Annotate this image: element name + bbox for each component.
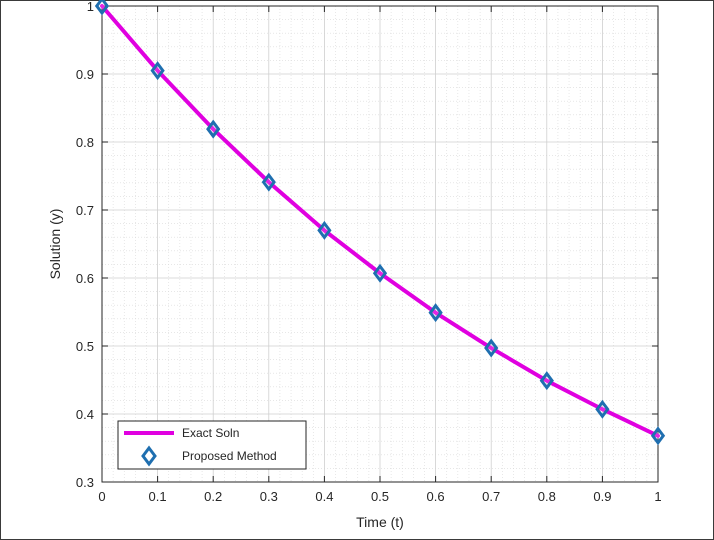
x-tick-label: 1 (654, 489, 661, 504)
legend-label-proposed: Proposed Method (182, 449, 277, 463)
y-axis-label: Solution (y) (47, 209, 63, 280)
series-lines (100, 4, 660, 438)
data-point-proposed-method (372, 263, 388, 283)
data-point-proposed-method (261, 172, 276, 192)
x-tick-label: 0.9 (593, 489, 611, 504)
y-tick-label: 0.4 (76, 407, 94, 422)
x-axis-ticks: 0 0.1 0.2 0.3 0.4 0.5 0.6 0.7 0.8 0.9 1 (98, 6, 662, 504)
x-tick-label: 0.2 (204, 489, 222, 504)
x-tick-label: 0.7 (482, 489, 500, 504)
series-markers (94, 0, 666, 446)
data-point-proposed-method (595, 399, 610, 419)
x-tick-label: 0.8 (538, 489, 556, 504)
data-point-proposed-method (539, 371, 554, 391)
y-axis-ticks: 0.3 0.4 0.5 0.6 0.7 0.8 0.9 1 (76, 0, 658, 490)
x-axis-label: Time (t) (356, 514, 404, 530)
y-tick-label: 0.7 (76, 203, 94, 218)
y-tick-label: 0.9 (76, 67, 94, 82)
data-point-proposed-method (150, 61, 165, 81)
legend: Exact Soln Proposed Method (117, 420, 307, 470)
x-tick-label: 0.1 (149, 489, 167, 504)
data-point-proposed-method (428, 303, 443, 323)
y-tick-label: 0.5 (76, 339, 94, 354)
y-tick-label: 0.3 (76, 475, 94, 490)
x-tick-label: 0.5 (371, 489, 389, 504)
y-tick-label: 0.6 (76, 271, 94, 286)
data-point-proposed-method (650, 426, 666, 446)
x-tick-label: 0 (98, 489, 105, 504)
legend-label-exact: Exact Soln (182, 426, 239, 440)
y-tick-label: 0.8 (76, 135, 94, 150)
data-point-proposed-method (94, 0, 110, 16)
data-point-proposed-method (206, 119, 221, 139)
legend-diamond-swatch (141, 445, 157, 467)
minor-grid (102, 6, 658, 482)
data-point-proposed-method (484, 338, 499, 358)
x-tick-label: 0.6 (427, 489, 445, 504)
y-tick-label: 1 (87, 0, 94, 14)
series-line-exact-soln (100, 4, 660, 438)
x-tick-label: 0.4 (315, 489, 333, 504)
x-tick-label: 0.3 (260, 489, 278, 504)
data-point-proposed-method (317, 220, 332, 240)
